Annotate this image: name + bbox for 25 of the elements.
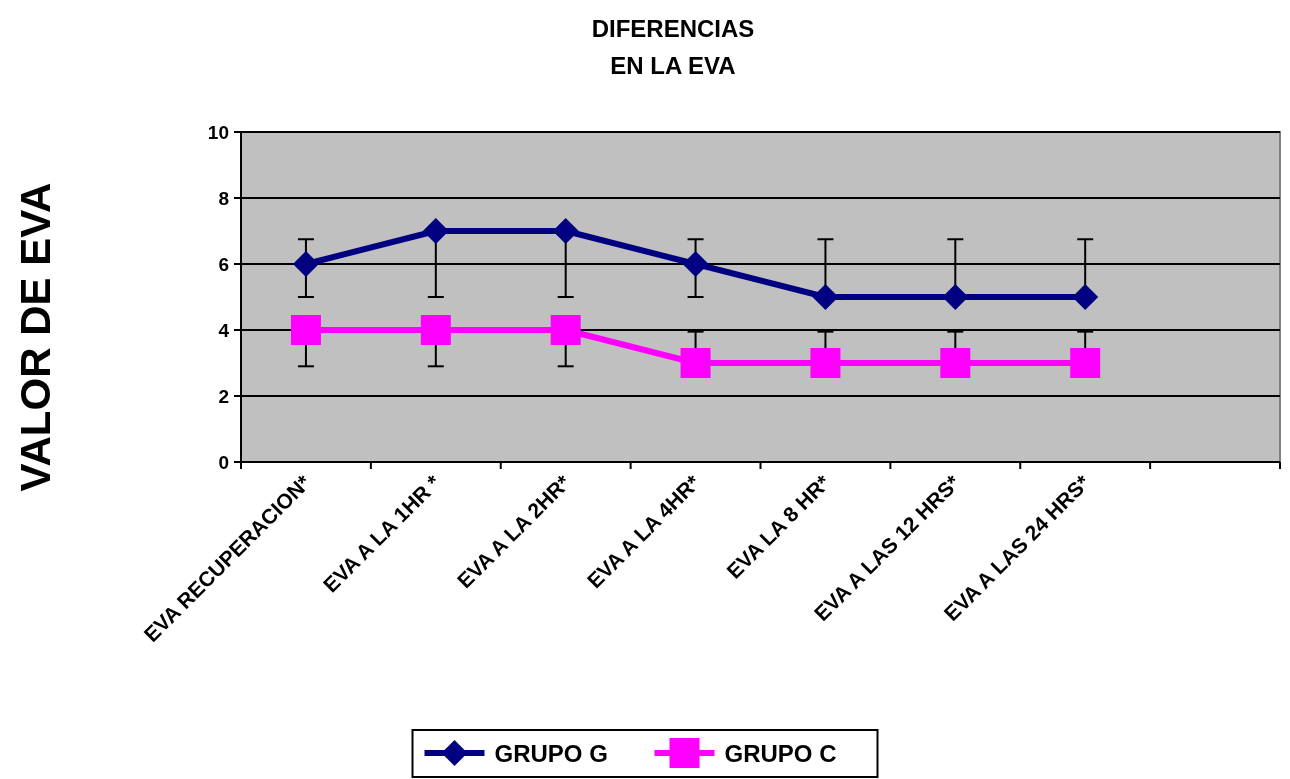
point bbox=[550, 315, 581, 345]
legend-label: GRUPO C bbox=[724, 740, 837, 767]
point bbox=[680, 348, 711, 378]
point bbox=[812, 284, 839, 310]
point bbox=[1070, 348, 1101, 378]
point bbox=[552, 218, 579, 244]
point bbox=[290, 315, 321, 345]
x-tick-label: EVA LA 8 HR* bbox=[722, 469, 835, 583]
point bbox=[942, 284, 969, 310]
point bbox=[420, 315, 451, 345]
point bbox=[292, 251, 319, 277]
legend-label: GRUPO G bbox=[494, 740, 608, 767]
y-tick-label: 4 bbox=[218, 320, 230, 341]
y-tick-label: 2 bbox=[218, 386, 229, 407]
y-axis-title: VALOR DE EVA bbox=[12, 182, 59, 492]
y-tick-label: 0 bbox=[218, 452, 229, 473]
point bbox=[940, 348, 971, 378]
y-tick-label: 6 bbox=[218, 254, 229, 275]
y-tick-label: 10 bbox=[207, 122, 229, 143]
point bbox=[682, 251, 709, 277]
point bbox=[1072, 284, 1099, 310]
point bbox=[422, 218, 449, 244]
y-tick-label: 8 bbox=[218, 188, 229, 209]
point bbox=[810, 348, 841, 378]
chart-title: DIFERENCIAS EN LA EVA bbox=[591, 15, 755, 79]
